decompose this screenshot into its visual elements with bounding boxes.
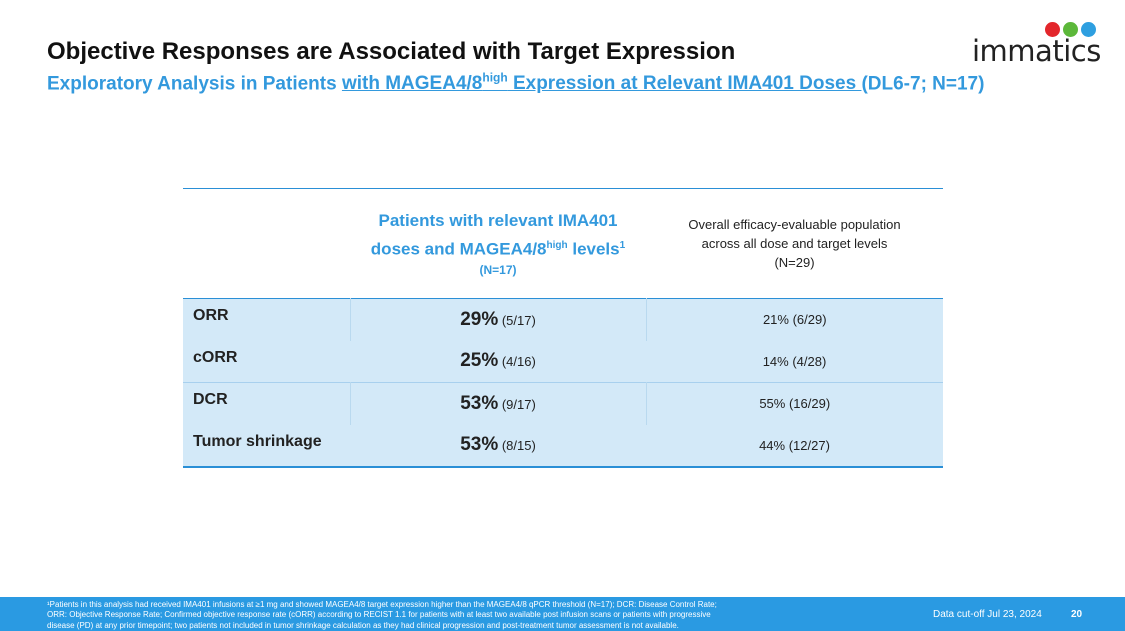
row-main-value: 29% (5/17) [349,298,647,341]
subtitle-link-text: with MAGEA4/8 [341,73,483,95]
table-row-dcr: DCR 53% (9/17) 55% (16/29) [183,382,943,425]
row-label: cORR [193,348,238,366]
table-row-corr: cORR 25% (4/16) 14% (4/28) [183,340,943,383]
row-overall-value: 44% (12/27) [759,437,830,453]
subtitle-prefix: Exploratory Analysis in Patients [47,73,342,95]
header-relevant-doses: Patients with relevant IMA401 doses and … [350,189,646,299]
immatics-logo: immatics [972,20,1101,68]
header-line: Overall efficacy-evaluable population [688,217,901,232]
logo-green-dot [1063,22,1078,37]
table-row-orr: ORR 29% (5/17) 21% (6/29) [183,298,943,341]
logo-red-dot [1045,22,1060,37]
header-empty [183,189,350,299]
main-pct: 29% [460,308,499,330]
row-overall-value: 21% (6/29) [762,312,827,328]
footnote-line: disease (PD) at any prior timepoint; two… [47,620,679,630]
footer-bar: ¹Patients in this analysis had received … [0,597,1125,631]
main-pct: 53% [460,392,499,414]
header-text: doses and MAGEA4/8 [370,239,547,259]
main-frac: (4/16) [501,354,536,370]
header-overall: Overall efficacy-evaluable population ac… [646,189,943,299]
row-label: DCR [193,391,228,408]
row-label: Tumor shrinkage [193,432,322,450]
row-label: ORR [193,307,229,324]
logo-wordmark: immatics [972,34,1101,68]
footnote-ref: 1 [619,239,626,251]
row-main-value: 53% (8/15) [350,425,646,467]
header-sup: high [546,239,568,251]
main-frac: (8/15) [501,438,536,453]
header-line: doses and MAGEA4/8high levels1 [350,233,646,262]
table-row-tumor-shrinkage: Tumor shrinkage 53% (8/15) 44% (12/27) [183,424,943,467]
header-n: (N=17) [479,263,517,278]
header-text: levels [567,239,620,259]
subtitle-link[interactable]: with MAGEA4/8high Expression at Relevant… [341,71,862,95]
footnote-line: ¹Patients in this analysis had received … [47,600,717,609]
subtitle-link-text-2: Expression at Relevant IMA401 Doses [507,73,862,95]
header-n: (N=29) [774,255,815,270]
main-frac: (5/17) [501,312,536,328]
page-number: 20 [1071,609,1083,620]
subtitle-sup: high [482,71,508,85]
results-table: Patients with relevant IMA401 doses and … [183,188,943,468]
footnote-line: ORR: Objective Response Rate; Confirmed … [47,610,711,620]
page-subtitle: Exploratory Analysis in Patients with MA… [47,71,984,95]
page-title: Objective Responses are Associated with … [47,38,736,65]
row-main-value: 25% (4/16) [350,341,646,383]
main-frac: (9/17) [501,396,536,412]
row-main-value: 53% (9/17) [349,382,647,425]
main-pct: 53% [460,434,499,455]
row-overall-value: 55% (16/29) [759,396,831,412]
subtitle-suffix: (DL6-7; N=17) [861,73,985,95]
logo-blue-dot [1081,22,1096,37]
footnotes: ¹Patients in this analysis had received … [47,600,887,631]
row-overall-value: 14% (4/28) [762,353,827,369]
logo-dots-icon [1045,22,1096,37]
header-line: Patients with relevant IMA401 [378,210,618,230]
data-cutoff: Data cut-off Jul 23, 2024 [933,609,1042,620]
header-line: across all dose and target levels [701,236,888,251]
main-pct: 25% [460,350,499,372]
